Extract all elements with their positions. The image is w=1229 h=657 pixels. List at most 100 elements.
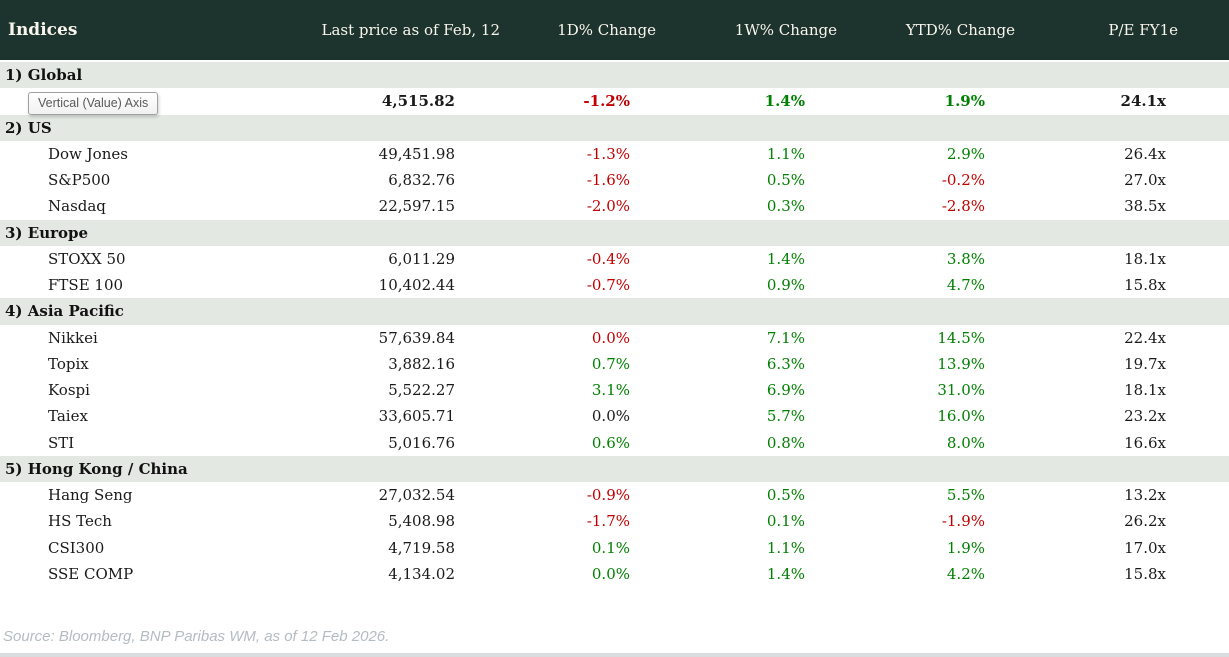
change-ytd: -0.2% bbox=[941, 171, 985, 190]
last-price: 22,597.15 bbox=[378, 197, 455, 216]
index-name: Nasdaq bbox=[48, 197, 106, 216]
change-1w: 0.9% bbox=[766, 276, 805, 295]
change-ytd: 2.9% bbox=[946, 144, 985, 163]
table-title: Indices bbox=[8, 20, 78, 40]
section-band: 5) Hong Kong / China bbox=[0, 455, 1229, 482]
table-row: Kospi 5,522.27 3.1% 6.9% 31.0% 18.1x bbox=[0, 377, 1229, 404]
index-name: Hang Seng bbox=[48, 486, 133, 505]
change-1w: 1.1% bbox=[766, 144, 805, 163]
pe-ratio: 15.8x bbox=[1124, 276, 1166, 295]
last-price: 57,639.84 bbox=[378, 328, 455, 347]
change-1d: 0.6% bbox=[591, 433, 630, 452]
change-1d: -0.4% bbox=[586, 249, 630, 268]
change-1d: -1.3% bbox=[586, 144, 630, 163]
change-1w: 1.4% bbox=[764, 92, 805, 111]
indices-table: Indices Last price as of Feb, 12 1D% Cha… bbox=[0, 0, 1229, 587]
pe-ratio: 24.1x bbox=[1120, 92, 1166, 111]
last-price: 3,882.16 bbox=[388, 354, 455, 373]
change-1d: 3.1% bbox=[591, 381, 630, 400]
pe-ratio: 18.1x bbox=[1124, 381, 1166, 400]
table-header-row: Indices Last price as of Feb, 12 1D% Cha… bbox=[0, 0, 1229, 60]
change-1d: 0.0% bbox=[591, 328, 630, 347]
last-price: 27,032.54 bbox=[378, 486, 455, 505]
table-row: Dow Jones 49,451.98 -1.3% 1.1% 2.9% 26.4x bbox=[0, 140, 1229, 167]
last-price: 6,011.29 bbox=[388, 249, 455, 268]
index-name: S&P500 bbox=[48, 171, 111, 190]
change-1d: -1.2% bbox=[583, 92, 630, 111]
change-1w: 1.4% bbox=[766, 249, 805, 268]
change-ytd: 8.0% bbox=[946, 433, 985, 452]
section-band: 1) Global bbox=[0, 62, 1229, 89]
index-name: Dow Jones bbox=[48, 144, 128, 163]
section-band: 3) Europe bbox=[0, 219, 1229, 246]
column-header-last-price: Last price as of Feb, 12 bbox=[321, 21, 500, 39]
change-1w: 1.4% bbox=[766, 564, 805, 583]
table-row: S&P500 6,832.76 -1.6% 0.5% -0.2% 27.0x bbox=[0, 167, 1229, 194]
last-price: 5,522.27 bbox=[388, 381, 455, 400]
change-1d: -0.7% bbox=[586, 276, 630, 295]
index-name: FTSE 100 bbox=[48, 276, 124, 295]
pe-ratio: 16.6x bbox=[1124, 433, 1166, 452]
change-1d: 0.0% bbox=[591, 407, 630, 426]
last-price: 49,451.98 bbox=[378, 144, 455, 163]
last-price: 6,832.76 bbox=[388, 171, 455, 190]
pe-ratio: 18.1x bbox=[1124, 249, 1166, 268]
change-ytd: 3.8% bbox=[946, 249, 985, 268]
column-header-pe: P/E FY1e bbox=[1108, 21, 1178, 39]
last-price: 4,719.58 bbox=[388, 538, 455, 557]
column-header-1w-change: 1W% Change bbox=[734, 21, 837, 39]
section-label: 2) US bbox=[5, 118, 52, 137]
pe-ratio: 13.2x bbox=[1124, 486, 1166, 505]
change-ytd: 14.5% bbox=[937, 328, 985, 347]
column-header-1d-change: 1D% Change bbox=[557, 21, 656, 39]
source-note: Source: Bloomberg, BNP Paribas WM, as of… bbox=[3, 628, 390, 645]
pe-ratio: 38.5x bbox=[1124, 197, 1166, 216]
pe-ratio: 17.0x bbox=[1124, 538, 1166, 557]
change-ytd: 13.9% bbox=[937, 354, 985, 373]
index-name: HS Tech bbox=[48, 512, 112, 531]
pe-ratio: 27.0x bbox=[1124, 171, 1166, 190]
change-1w: 0.1% bbox=[766, 512, 805, 531]
last-price: 5,408.98 bbox=[388, 512, 455, 531]
change-1d: 0.0% bbox=[591, 564, 630, 583]
pe-ratio: 26.2x bbox=[1124, 512, 1166, 531]
change-1w: 6.3% bbox=[766, 354, 805, 373]
index-name: STOXX 50 bbox=[48, 249, 126, 268]
table-row: STOXX 50 6,011.29 -0.4% 1.4% 3.8% 18.1x bbox=[0, 245, 1229, 272]
change-1d: 0.1% bbox=[591, 538, 630, 557]
section-label: 1) Global bbox=[5, 66, 83, 85]
index-name: Kospi bbox=[48, 381, 90, 400]
last-price: 4,515.82 bbox=[381, 92, 455, 111]
last-price: 10,402.44 bbox=[378, 276, 455, 295]
change-ytd: -2.8% bbox=[941, 197, 985, 216]
change-1d: 0.7% bbox=[591, 354, 630, 373]
table-row: FTSE 100 10,402.44 -0.7% 0.9% 4.7% 15.8x bbox=[0, 272, 1229, 299]
index-name: Nikkei bbox=[48, 328, 98, 347]
change-ytd: -1.9% bbox=[941, 512, 985, 531]
change-1d: -1.6% bbox=[586, 171, 630, 190]
column-header-ytd-change: YTD% Change bbox=[905, 21, 1015, 39]
change-1w: 0.8% bbox=[766, 433, 805, 452]
section-label: 5) Hong Kong / China bbox=[5, 459, 188, 478]
table-row: STI 5,016.76 0.6% 0.8% 8.0% 16.6x bbox=[0, 429, 1229, 456]
table-row: Topix 3,882.16 0.7% 6.3% 13.9% 19.7x bbox=[0, 350, 1229, 377]
section-band: 4) Asia Pacific bbox=[0, 298, 1229, 325]
table-row: Hang Seng 27,032.54 -0.9% 0.5% 5.5% 13.2x bbox=[0, 482, 1229, 509]
pe-ratio: 23.2x bbox=[1124, 407, 1166, 426]
table-body: 1) Global 4,515.82 -1.2% 1.4% 1.9% 24.1x 2) US… bbox=[0, 62, 1229, 587]
change-1w: 1.1% bbox=[766, 538, 805, 557]
change-1w: 0.5% bbox=[766, 486, 805, 505]
section-label: 4) Asia Pacific bbox=[5, 302, 124, 321]
last-price: 4,134.02 bbox=[388, 564, 455, 583]
table-row: Nikkei 57,639.84 0.0% 7.1% 14.5% 22.4x bbox=[0, 324, 1229, 351]
change-ytd: 1.9% bbox=[944, 92, 985, 111]
change-ytd: 16.0% bbox=[937, 407, 985, 426]
last-price: 5,016.76 bbox=[388, 433, 455, 452]
index-name: Topix bbox=[48, 354, 89, 373]
bottom-divider bbox=[0, 653, 1229, 657]
change-ytd: 4.2% bbox=[946, 564, 985, 583]
change-ytd: 31.0% bbox=[937, 381, 985, 400]
change-ytd: 1.9% bbox=[946, 538, 985, 557]
index-name: SSE COMP bbox=[48, 564, 134, 583]
header-divider bbox=[0, 60, 1229, 62]
